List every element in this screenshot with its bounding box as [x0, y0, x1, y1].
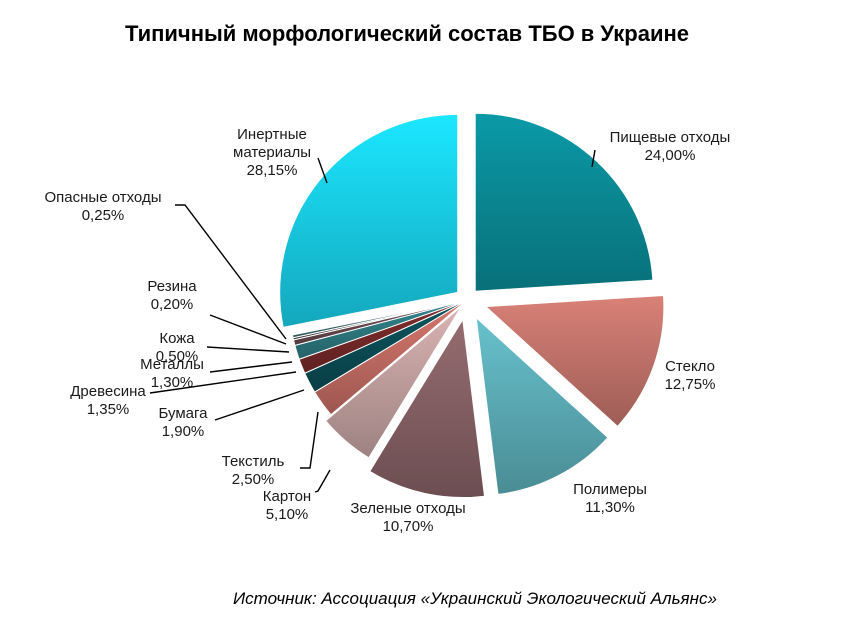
pie-slice-1	[484, 294, 665, 428]
slice-name-label-9: Кожа	[159, 330, 195, 347]
slice-value-label-9: 0,50%	[156, 348, 199, 365]
slice-name-label-0: Пищевые отходы	[610, 129, 731, 146]
slice-name-label-1: Стекло	[665, 358, 715, 375]
pie-slice-2	[475, 316, 609, 495]
slice-value-label-8: 1,30%	[151, 374, 194, 391]
slice-value-label-5: 2,50%	[232, 471, 275, 488]
slice-name-label-12: материалы	[233, 144, 311, 161]
slice-value-label-0: 24,00%	[645, 147, 696, 164]
slice-name-label-6: Бумага	[159, 405, 209, 422]
slice-name-label-4: Картон	[263, 488, 311, 505]
slice-name-label-2: Полимеры	[573, 481, 647, 498]
slice-name-label-12: Инертные	[237, 126, 307, 143]
pie-slice-11	[291, 299, 468, 339]
slice-value-label-3: 10,70%	[383, 518, 434, 535]
slice-value-label-7: 1,35%	[87, 401, 130, 418]
source-note: Источник: Ассоциация «Украинский Экологи…	[233, 589, 717, 608]
leader-line-8	[209, 361, 293, 373]
leader-line-7	[149, 371, 297, 394]
slice-name-label-10: Резина	[147, 278, 197, 295]
slice-value-label-6: 1,90%	[162, 423, 205, 440]
slice-value-label-1: 12,75%	[665, 376, 716, 393]
slice-name-label-3: Зеленые отходы	[350, 500, 465, 517]
slice-name-label-5: Текстиль	[222, 453, 285, 470]
slice-value-label-10: 0,20%	[151, 296, 194, 313]
pie-slice-4	[325, 305, 463, 459]
leader-line-6	[214, 389, 305, 421]
leader-line-9	[206, 346, 290, 353]
slice-value-label-2: 11,30%	[585, 499, 635, 516]
leader-line-5	[300, 411, 319, 469]
leader-lines	[149, 149, 596, 493]
slice-value-label-12: 28,15%	[247, 162, 298, 179]
leader-line-12	[317, 157, 328, 184]
pie-slice-3	[369, 318, 486, 499]
leader-line-10	[209, 314, 287, 345]
chart-title: Типичный морфологический состав ТБО в Ук…	[125, 21, 689, 46]
slice-name-label-11: Опасные отходы	[45, 189, 162, 206]
leader-line-11	[175, 204, 287, 340]
slice-name-label-7: Древесина	[70, 383, 146, 400]
leader-line-0	[591, 149, 596, 168]
slice-value-label-11: 0,25%	[82, 207, 125, 224]
pie-slice-12	[279, 113, 459, 328]
slice-name-label-8: Металлы	[140, 356, 204, 373]
slice-value-label-4: 5,10%	[266, 506, 309, 523]
leader-line-4	[314, 469, 331, 493]
pie-slice-0	[474, 112, 654, 292]
pie-slices	[279, 112, 665, 499]
